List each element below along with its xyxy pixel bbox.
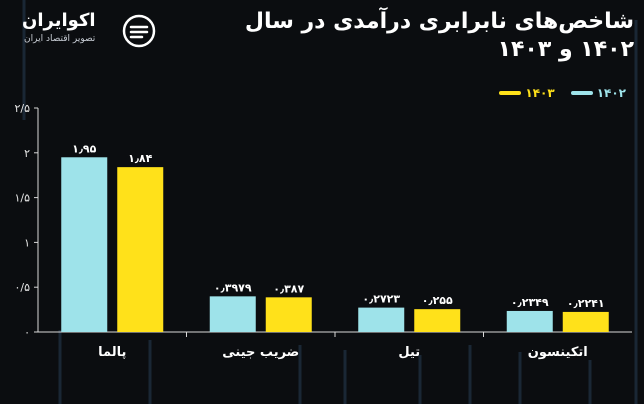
brand-tagline: تصویر اقتصاد ایران (24, 34, 96, 44)
bar-1403 (414, 309, 461, 332)
data-label: ۰٫۳۸۷ (273, 282, 304, 295)
legend: ۱۴۰۲ ۱۴۰۳ (499, 86, 626, 100)
chart-title: شاخص‌های نابرابری درآمدی در سال ۱۴۰۲ و ۱… (244, 9, 634, 62)
y-tick-label: ۰/۵ (14, 281, 30, 294)
data-label: ۱٫۹۵ (72, 142, 97, 155)
legend-swatch-1402 (570, 91, 593, 95)
x-tick-label: ضریب جینی (222, 345, 299, 360)
bar-1403 (117, 167, 164, 332)
data-label: ۰٫۲۲۴۱ (567, 297, 605, 310)
bar-1402 (506, 310, 553, 332)
ecoiran-logo-icon (122, 14, 156, 48)
legend-item-1403: ۱۴۰۳ (499, 86, 555, 100)
data-label: ۰٫۲۷۲۳ (362, 293, 400, 306)
y-tick-label: ۲/۵ (14, 102, 30, 115)
legend-swatch-1403 (499, 91, 522, 95)
legend-label-1402: ۱۴۰۲ (596, 86, 626, 100)
brand: اکوایران تصویر اقتصاد ایران (22, 10, 162, 50)
y-tick-label: ۱ (24, 236, 30, 249)
data-label: ۰٫۳۹۷۹ (214, 281, 252, 294)
bar-1403 (562, 311, 609, 332)
x-tick-label: تیل (398, 345, 420, 360)
bar-1402 (209, 296, 256, 332)
data-label: ۰٫۲۵۵ (422, 294, 453, 307)
data-label: ۱٫۸۴ (128, 152, 153, 165)
legend-item-1402: ۱۴۰۲ (570, 86, 626, 100)
bar-1402 (61, 157, 108, 332)
data-label: ۰٫۲۳۴۹ (511, 296, 549, 309)
y-tick-label: ۲ (24, 147, 30, 160)
bar-1402 (358, 307, 405, 332)
bar-1403 (265, 297, 312, 332)
brand-name: اکوایران (22, 10, 96, 31)
x-tick-label: پالما (98, 345, 126, 360)
legend-label-1403: ۱۴۰۳ (525, 86, 555, 100)
y-tick-label: ۱/۵ (14, 192, 30, 205)
x-tick-label: اتکینسون (528, 345, 588, 360)
y-tick-label: ۰ (24, 326, 30, 339)
